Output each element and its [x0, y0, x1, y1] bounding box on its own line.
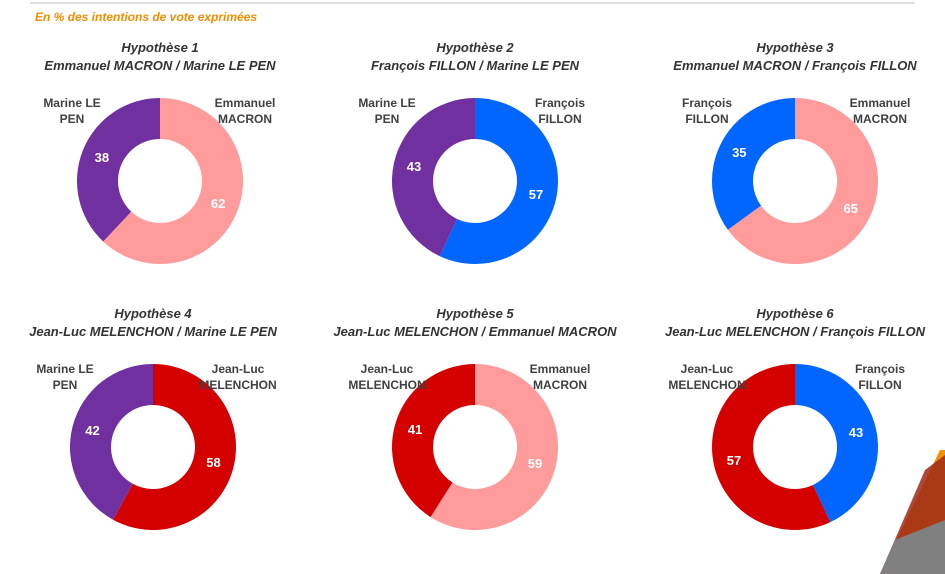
chart-title: Hypothèse 2	[436, 40, 514, 55]
chart-subtitle: Emmanuel MACRON / Marine LE PEN	[44, 58, 276, 73]
value-label: 57	[528, 186, 544, 202]
donut-segment	[711, 98, 795, 230]
chart-subtitle: Jean-Luc MELENCHON / Emmanuel MACRON	[333, 324, 617, 339]
donut-segment	[70, 363, 153, 520]
donut-segment	[391, 364, 475, 518]
chart-title: Hypothèse 5	[436, 306, 514, 321]
donut-segment	[439, 98, 558, 264]
category-label: François FILLON	[681, 96, 732, 126]
value-label: 41	[407, 421, 423, 437]
note: En % des intentions de vote exprimées	[35, 10, 258, 24]
value-label: 43	[406, 159, 422, 175]
donut-segment	[103, 98, 244, 264]
value-label: 57	[726, 452, 742, 468]
category-label: Jean-Luc MELENCHON	[668, 362, 746, 392]
donut-segment	[430, 363, 558, 530]
value-label: 38	[94, 149, 110, 165]
category-label: Jean-Luc MELENCHON	[348, 362, 426, 392]
logo	[880, 450, 945, 574]
value-label: 35	[732, 144, 747, 160]
chart-subtitle: Jean-Luc MELENCHON / François FILLON	[664, 324, 926, 339]
category-label: François FILLON	[534, 96, 585, 126]
donut-segment	[113, 363, 237, 531]
value-label: 42	[85, 423, 100, 439]
value-label: 62	[210, 196, 226, 211]
chart-title: Hypothèse 1	[121, 40, 199, 55]
category-label: François FILLON	[854, 362, 905, 392]
category-label: Marine LE PEN	[358, 96, 416, 126]
donut-segment	[795, 364, 878, 523]
category-label: Marine LE PEN	[36, 362, 94, 392]
chart-title: Hypothèse 4	[114, 306, 192, 321]
value-label: 65	[843, 201, 858, 217]
chart-title: Hypothèse 3	[756, 40, 834, 55]
value-label: 43	[848, 425, 864, 441]
donut-segment	[391, 98, 475, 257]
donut-segment	[77, 98, 160, 242]
category-label: Emmanuel MACRON	[214, 96, 276, 126]
donut-segment	[727, 98, 878, 264]
category-label: Emmanuel MACRON	[529, 362, 591, 392]
donut-segment	[711, 363, 831, 530]
category-label: Emmanuel MACRON	[849, 96, 911, 126]
chart-subtitle: François FILLON / Marine LE PEN	[370, 58, 580, 73]
value-label: 58	[206, 454, 221, 470]
category-label: Marine LE PEN	[43, 96, 101, 126]
value-label: 59	[527, 456, 543, 472]
category-label: Jean-Luc MELENCHON	[199, 362, 277, 392]
chart-subtitle: Jean-Luc MELENCHON / Marine LE PEN	[29, 324, 277, 339]
chart-title: Hypothèse 6	[756, 306, 834, 321]
chart-subtitle: Emmanuel MACRON / François FILLON	[673, 58, 917, 73]
